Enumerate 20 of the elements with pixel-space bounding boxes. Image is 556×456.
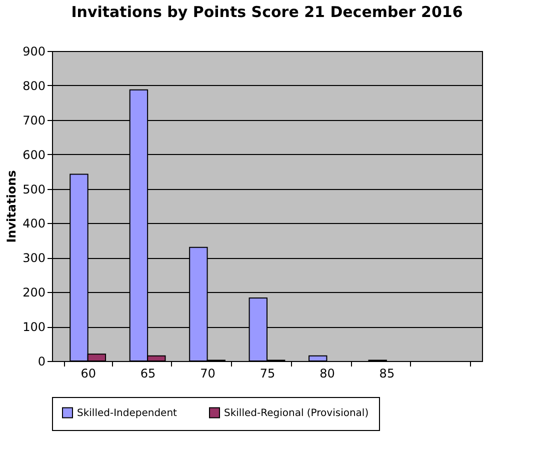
y-tick-label: 500 [22, 182, 46, 196]
y-tick-label: 300 [22, 251, 46, 266]
legend-label: Skilled-Regional (Provisional) [224, 408, 369, 419]
y-tick-label: 700 [22, 113, 46, 128]
y-tick-label: 600 [22, 148, 46, 162]
x-tick-label: 60 [80, 366, 96, 380]
y-tick-label: 0 [38, 354, 46, 368]
y-tick-label: 800 [22, 78, 46, 93]
y-axis-title: Invitations [4, 170, 19, 243]
x-tick-label: 75 [260, 366, 276, 380]
legend-label: Skilled-Independent [77, 408, 178, 419]
x-tick-label: 85 [379, 366, 395, 380]
y-tick-label: 100 [22, 320, 46, 334]
x-tick-label: 70 [200, 366, 216, 380]
y-tick-label: 400 [22, 216, 46, 231]
y-tick-label: 900 [22, 44, 46, 58]
x-tick-label: 80 [320, 366, 335, 380]
y-tick-label: 200 [22, 286, 46, 300]
x-tick-label: 65 [140, 366, 156, 380]
chart-title: Invitations by Points Score 21 December 2016 [71, 3, 463, 21]
